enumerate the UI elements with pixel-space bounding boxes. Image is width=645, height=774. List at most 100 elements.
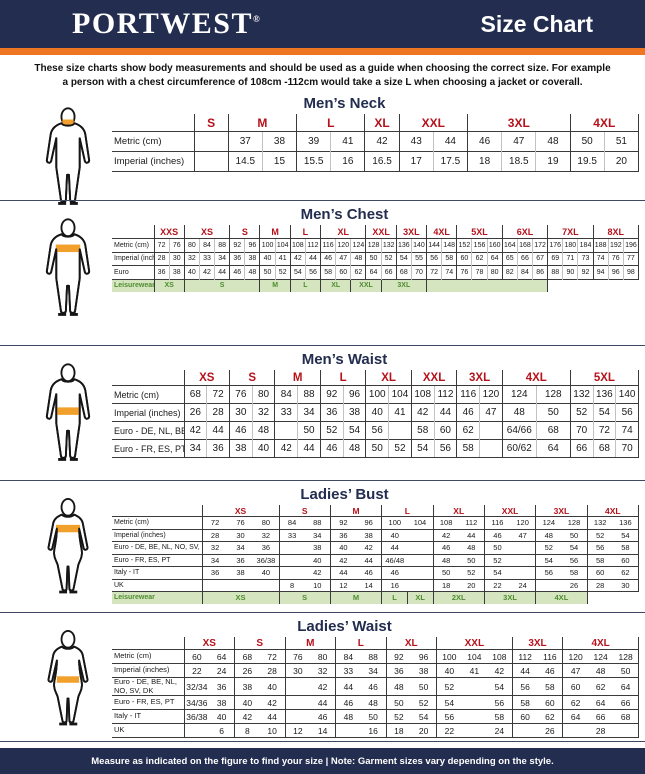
- size-value-cell: [388, 421, 412, 440]
- size-value-cell: 84: [198, 238, 215, 252]
- size-value-cell: 47: [510, 528, 536, 542]
- size-value-cell: 46: [432, 541, 459, 554]
- size-value-cell: 32: [183, 251, 200, 266]
- size-value-cell: 84: [278, 516, 305, 529]
- row-label: Euro: [112, 265, 154, 279]
- leisurewear-cell: [426, 278, 548, 292]
- size-value-cell: 18: [385, 723, 412, 739]
- size-value-cell: 48: [334, 709, 361, 724]
- size-value-cell: 30: [168, 251, 185, 266]
- size-value-cell: 6: [209, 723, 235, 739]
- size-value-cell: 42: [259, 695, 285, 710]
- size-value-cell: 48: [588, 663, 614, 678]
- size-value-cell: 42: [487, 663, 513, 678]
- intro-line-2: a person with a chest circumference of 1…: [62, 77, 583, 88]
- size-header: XXL: [365, 225, 397, 239]
- size-value-cell: 34: [360, 663, 386, 678]
- size-value-cell: 64: [562, 709, 588, 724]
- size-value-cell: [274, 421, 298, 440]
- size-value-cell: 56: [426, 251, 442, 266]
- size-value-cell: 124: [501, 385, 537, 404]
- row-label: Metric (cm): [112, 649, 184, 664]
- size-value-cell: [407, 528, 434, 542]
- size-value-cell: 33: [198, 251, 215, 266]
- size-value-cell: 136: [592, 385, 616, 404]
- size-value-cell: 36/38: [183, 709, 210, 724]
- size-value-cell: 48: [535, 131, 571, 152]
- size-value-cell: 33: [278, 528, 305, 542]
- size-value-cell: 43: [398, 131, 434, 152]
- size-header: XS: [183, 637, 235, 650]
- size-value-cell: 54: [395, 251, 412, 266]
- size-header: XXL: [410, 370, 457, 386]
- size-value-cell: 48: [385, 676, 412, 696]
- size-value-cell: 30: [228, 403, 253, 422]
- header-spacer: [112, 114, 194, 132]
- size-value-cell: 54: [289, 265, 306, 279]
- leisurewear-cell: L: [289, 278, 321, 292]
- size-value-cell: 48: [244, 265, 260, 279]
- section-mens-waist: Men’s Waist XS S M L XL XXL 3XL 4XL 5XL Metric (c…: [0, 345, 645, 480]
- size-value-cell: 36: [206, 439, 230, 458]
- size-value-cell: 15: [261, 151, 297, 172]
- size-value-cell: 42: [364, 131, 400, 152]
- size-value-cell: 62: [471, 251, 488, 266]
- size-value-cell: 76: [456, 265, 472, 279]
- size-value-cell: 88: [297, 385, 321, 404]
- footer-text: Measure as indicated on the figure to fi…: [91, 755, 554, 767]
- size-value-cell: 46: [360, 676, 386, 696]
- size-value-cell: 192: [607, 238, 624, 252]
- size-header: XL: [320, 225, 366, 239]
- size-value-cell: [193, 131, 229, 152]
- leisurewear-cell: 2XL: [432, 591, 485, 604]
- size-value-cell: 40: [209, 709, 235, 724]
- leisurewear-cell: S: [183, 278, 260, 292]
- size-value-cell: 58: [612, 541, 639, 554]
- size-value-cell: 54: [410, 439, 435, 458]
- size-value-cell: 52: [411, 695, 437, 710]
- size-value-cell: 40: [251, 439, 275, 458]
- size-value-cell: [461, 709, 487, 724]
- size-value-cell: 54: [435, 695, 462, 710]
- size-value-cell: 48: [458, 541, 485, 554]
- size-value-cell: 42: [198, 265, 215, 279]
- size-value-cell: 176: [547, 238, 563, 252]
- size-value-cell: 26: [537, 723, 563, 739]
- size-value-cell: 33: [274, 403, 298, 422]
- size-header: 4XL: [426, 225, 457, 239]
- size-value-cell: 48: [251, 421, 275, 440]
- table-wrap: XXS XS S M L XL XXL 3XL 4XL 5XL 6XL 7XL 8XL Metric (c…: [112, 225, 640, 292]
- size-value-cell: [479, 421, 503, 440]
- size-value-cell: 50: [385, 695, 412, 710]
- size-value-cell: 104: [461, 649, 487, 664]
- size-header: S: [229, 225, 260, 239]
- size-value-cell: 70: [615, 439, 639, 458]
- size-value-cell: 84: [274, 385, 298, 404]
- row-label: Metric (cm): [112, 516, 202, 529]
- size-value-cell: 184: [577, 238, 594, 252]
- size-value-cell: 80: [183, 238, 200, 252]
- size-value-cell: 14.5: [227, 151, 263, 172]
- size-value-cell: 58: [586, 553, 613, 567]
- size-header: XL: [432, 505, 485, 517]
- table-wrap: XS S M L XL XXL 3XL 4XL 5XL Metric (cm) 68 72 76 80 84…: [112, 370, 640, 458]
- size-header: S: [278, 505, 331, 517]
- size-value-cell: 100: [259, 238, 276, 252]
- size-value-cell: 26: [561, 578, 588, 592]
- size-value-cell: 128: [613, 649, 640, 664]
- size-value-cell: 48: [342, 439, 366, 458]
- size-header: 4XL: [586, 505, 640, 517]
- size-value-cell: 44: [310, 695, 336, 710]
- size-value-cell: [511, 723, 538, 739]
- size-value-cell: 36: [319, 403, 344, 422]
- footer-bar: Measure as indicated on the figure to fi…: [0, 748, 645, 774]
- leisurewear-cell: 3XL: [380, 278, 427, 292]
- size-value-cell: 96: [244, 238, 260, 252]
- size-value-cell: 116: [320, 238, 336, 252]
- size-value-cell: 54: [483, 566, 511, 579]
- size-value-cell: 62: [612, 566, 639, 579]
- size-value-cell: [479, 439, 503, 458]
- size-value-cell: 40: [233, 695, 260, 710]
- size-value-cell: 88: [360, 649, 386, 664]
